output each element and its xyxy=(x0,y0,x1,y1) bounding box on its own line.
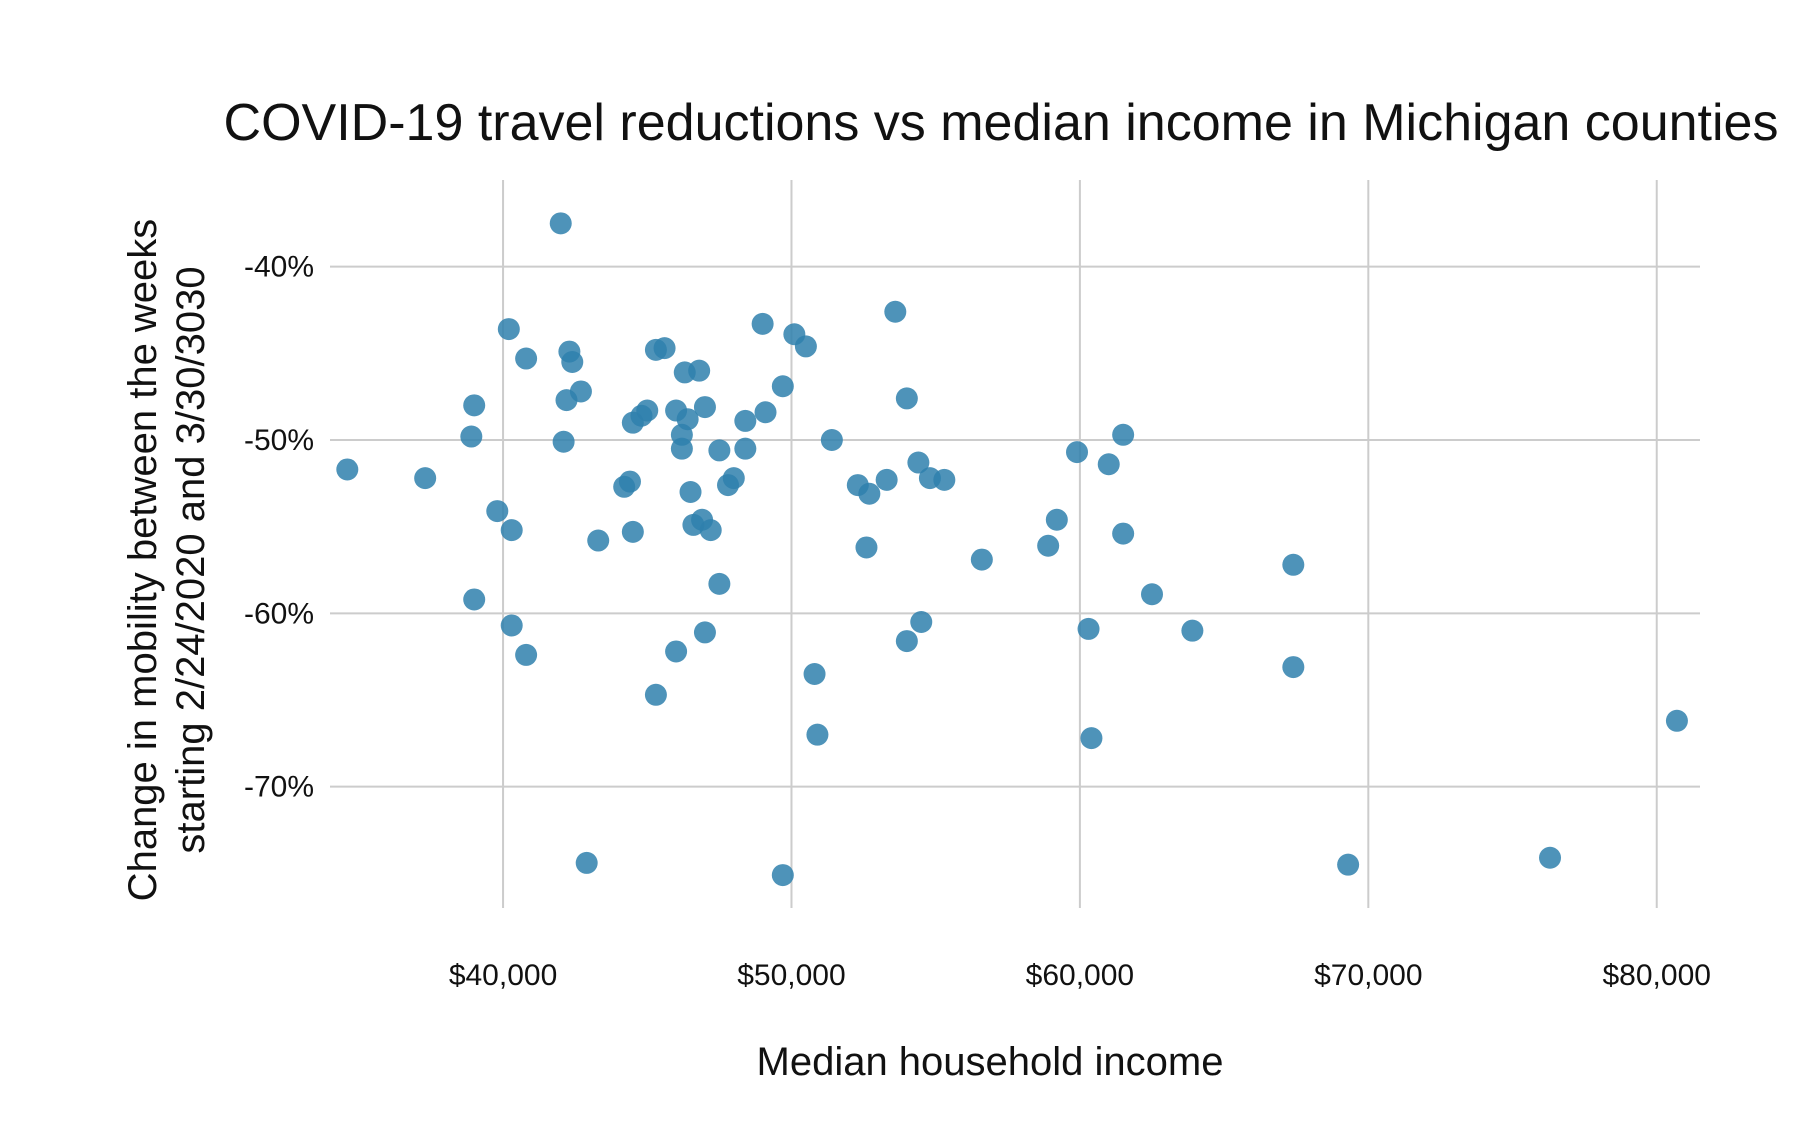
data-point xyxy=(644,683,667,706)
data-point xyxy=(1066,441,1089,464)
data-point xyxy=(855,536,878,559)
x-axis-title: Median household income xyxy=(757,1040,1224,1084)
data-point xyxy=(751,312,774,335)
data-point xyxy=(858,482,881,505)
x-tick-label: $50,000 xyxy=(737,959,845,992)
data-point xyxy=(693,621,716,644)
data-point xyxy=(575,851,598,874)
y-axis-title-line-1: Change in mobility between the weeks xyxy=(121,219,165,902)
data-point xyxy=(895,387,918,410)
data-point xyxy=(708,572,731,595)
data-point xyxy=(895,630,918,653)
data-point xyxy=(910,611,933,633)
data-point xyxy=(734,437,757,460)
data-point xyxy=(708,439,731,462)
x-tick-labels: $40,000 $50,000 $60,000 $70,000 $80,000 xyxy=(449,959,1711,992)
data-point xyxy=(820,429,843,451)
data-point xyxy=(1539,846,1562,869)
data-point xyxy=(486,500,509,523)
data-point xyxy=(933,468,956,491)
data-point xyxy=(497,318,520,341)
x-tick-label: $60,000 xyxy=(1026,959,1134,992)
data-point xyxy=(699,519,722,542)
data-point xyxy=(1141,583,1163,606)
data-point xyxy=(336,458,359,481)
data-point xyxy=(618,470,641,493)
chart-title: COVID-19 travel reductions vs median inc… xyxy=(224,94,1779,152)
data-point xyxy=(1080,727,1103,750)
data-point xyxy=(1077,617,1100,640)
data-point xyxy=(722,467,745,490)
data-point xyxy=(1665,709,1688,732)
data-points xyxy=(336,212,1688,887)
data-point xyxy=(1282,553,1305,576)
data-point xyxy=(884,300,907,323)
data-point xyxy=(463,588,486,611)
y-axis-title-line-2: starting 2/24/2020 and 3/30/3030 xyxy=(169,266,213,853)
data-point xyxy=(1112,423,1135,446)
data-point xyxy=(621,520,644,543)
data-point xyxy=(552,430,575,453)
data-point xyxy=(1282,656,1305,679)
data-point xyxy=(500,519,523,542)
data-point xyxy=(970,548,993,571)
data-point xyxy=(636,399,659,422)
data-point xyxy=(460,425,483,448)
y-axis-title: Change in mobility between the weeks sta… xyxy=(121,219,213,902)
data-point xyxy=(688,359,711,382)
data-point xyxy=(569,380,592,403)
data-point xyxy=(1337,853,1360,876)
data-point xyxy=(875,468,898,491)
x-tick-label: $80,000 xyxy=(1603,959,1711,992)
data-point xyxy=(1037,534,1060,557)
data-point xyxy=(515,347,538,370)
data-point xyxy=(515,643,538,666)
data-point xyxy=(794,335,817,358)
y-tick-label: -60% xyxy=(244,597,314,630)
data-point xyxy=(693,396,716,419)
data-point xyxy=(676,408,699,431)
data-point xyxy=(463,394,486,417)
data-point xyxy=(1045,508,1068,531)
data-point xyxy=(679,481,702,503)
data-point xyxy=(771,864,794,887)
y-tick-label: -40% xyxy=(244,251,314,284)
data-point xyxy=(907,451,930,474)
data-point xyxy=(670,437,693,460)
data-point xyxy=(414,467,437,490)
data-point xyxy=(1112,522,1135,545)
x-tick-label: $70,000 xyxy=(1314,959,1422,992)
data-point xyxy=(754,401,777,424)
x-tick-label: $40,000 xyxy=(449,959,557,992)
data-point xyxy=(587,529,610,552)
y-tick-label: -70% xyxy=(244,771,314,804)
data-point xyxy=(806,723,829,746)
x-gridlines xyxy=(502,180,1658,908)
data-point xyxy=(771,375,794,398)
data-point xyxy=(549,212,572,235)
y-gridlines xyxy=(330,265,1700,788)
data-point xyxy=(803,663,826,685)
data-point xyxy=(734,409,757,432)
y-tick-label: -50% xyxy=(244,424,314,457)
y-tick-labels: -40% -50% -60% -70% xyxy=(244,251,314,804)
data-point xyxy=(500,614,523,637)
data-point xyxy=(653,337,676,360)
data-point xyxy=(1181,619,1204,642)
data-point xyxy=(561,351,584,373)
data-point xyxy=(1097,453,1120,476)
data-point xyxy=(665,640,688,663)
